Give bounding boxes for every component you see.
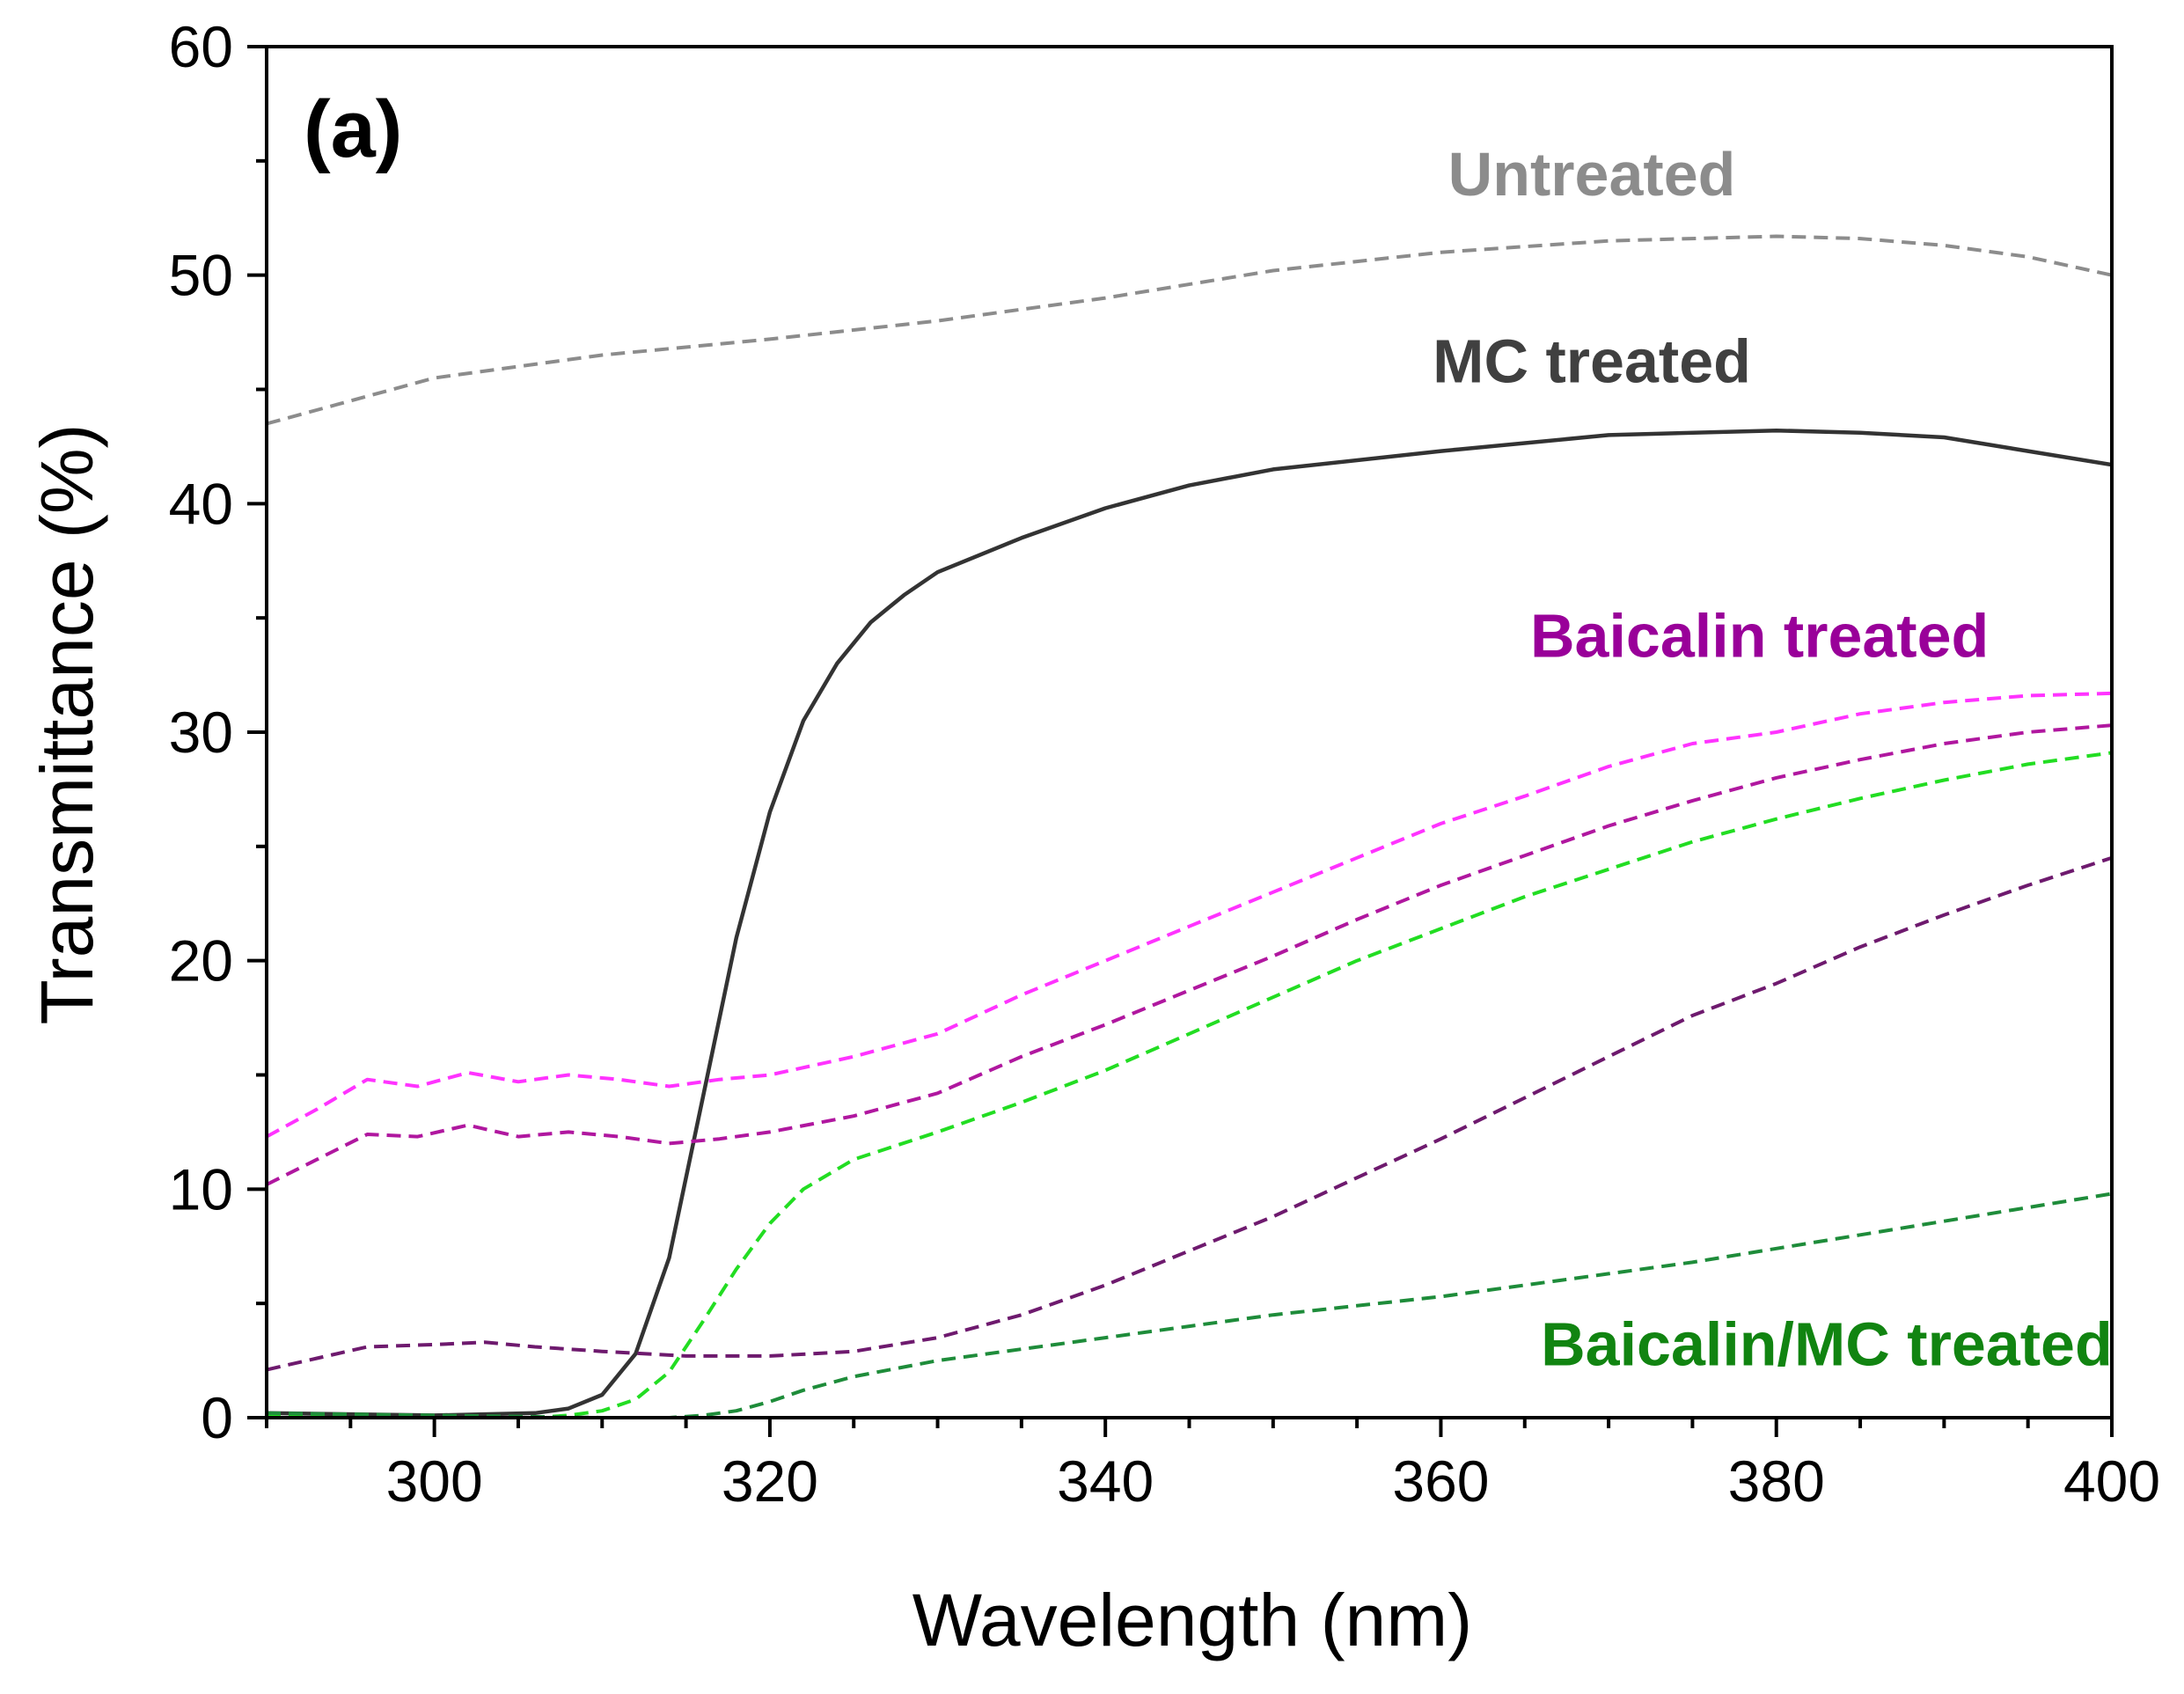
series-line-mc-treated (267, 428, 2112, 1418)
y-tick-label: 10 (169, 1156, 233, 1221)
annotation-baicalin-mc-treated: Baicalin/MC treated (1541, 1309, 2113, 1378)
annotation-untreated: Untreated (1448, 140, 1736, 209)
x-tick-label: 300 (386, 1448, 483, 1514)
annotation-mc-treated: MC treated (1433, 327, 1751, 396)
annotation-baicalin-treated: Baicalin treated (1530, 601, 1989, 670)
x-tick-label: 340 (1057, 1448, 1154, 1514)
panel-label: (a) (304, 84, 402, 174)
x-tick-label: 320 (722, 1448, 818, 1514)
series-line-baicalin-treated-1 (267, 691, 2112, 1139)
y-tick-label: 30 (169, 700, 233, 765)
y-tick-label: 40 (169, 471, 233, 536)
x-tick-label: 400 (2063, 1448, 2160, 1514)
series-line-baicalin-mc-treated-1 (267, 751, 2112, 1418)
series-line-baicalin-mc-treated-2 (267, 1192, 2112, 1418)
series-line-baicalin-treated-3 (267, 855, 2112, 1372)
plot-frame (265, 45, 2114, 1419)
series-line-untreated (267, 234, 2112, 426)
y-tick-label: 60 (169, 14, 233, 79)
text-layer: (a) Wavelength (nm) Transmittance (%) 30… (26, 14, 2160, 1661)
series-line-baicalin-treated-2 (267, 723, 2112, 1186)
y-axis-title: Transmittance (%) (26, 423, 108, 1024)
y-tick-label: 50 (169, 243, 233, 308)
axes-layer (247, 45, 2114, 1437)
series-layer (267, 234, 2112, 1418)
y-tick-label: 20 (169, 928, 233, 994)
x-tick-label: 360 (1392, 1448, 1489, 1514)
x-tick-label: 380 (1728, 1448, 1825, 1514)
y-tick-label: 0 (201, 1385, 233, 1450)
x-axis-title: Wavelength (nm) (912, 1579, 1472, 1661)
